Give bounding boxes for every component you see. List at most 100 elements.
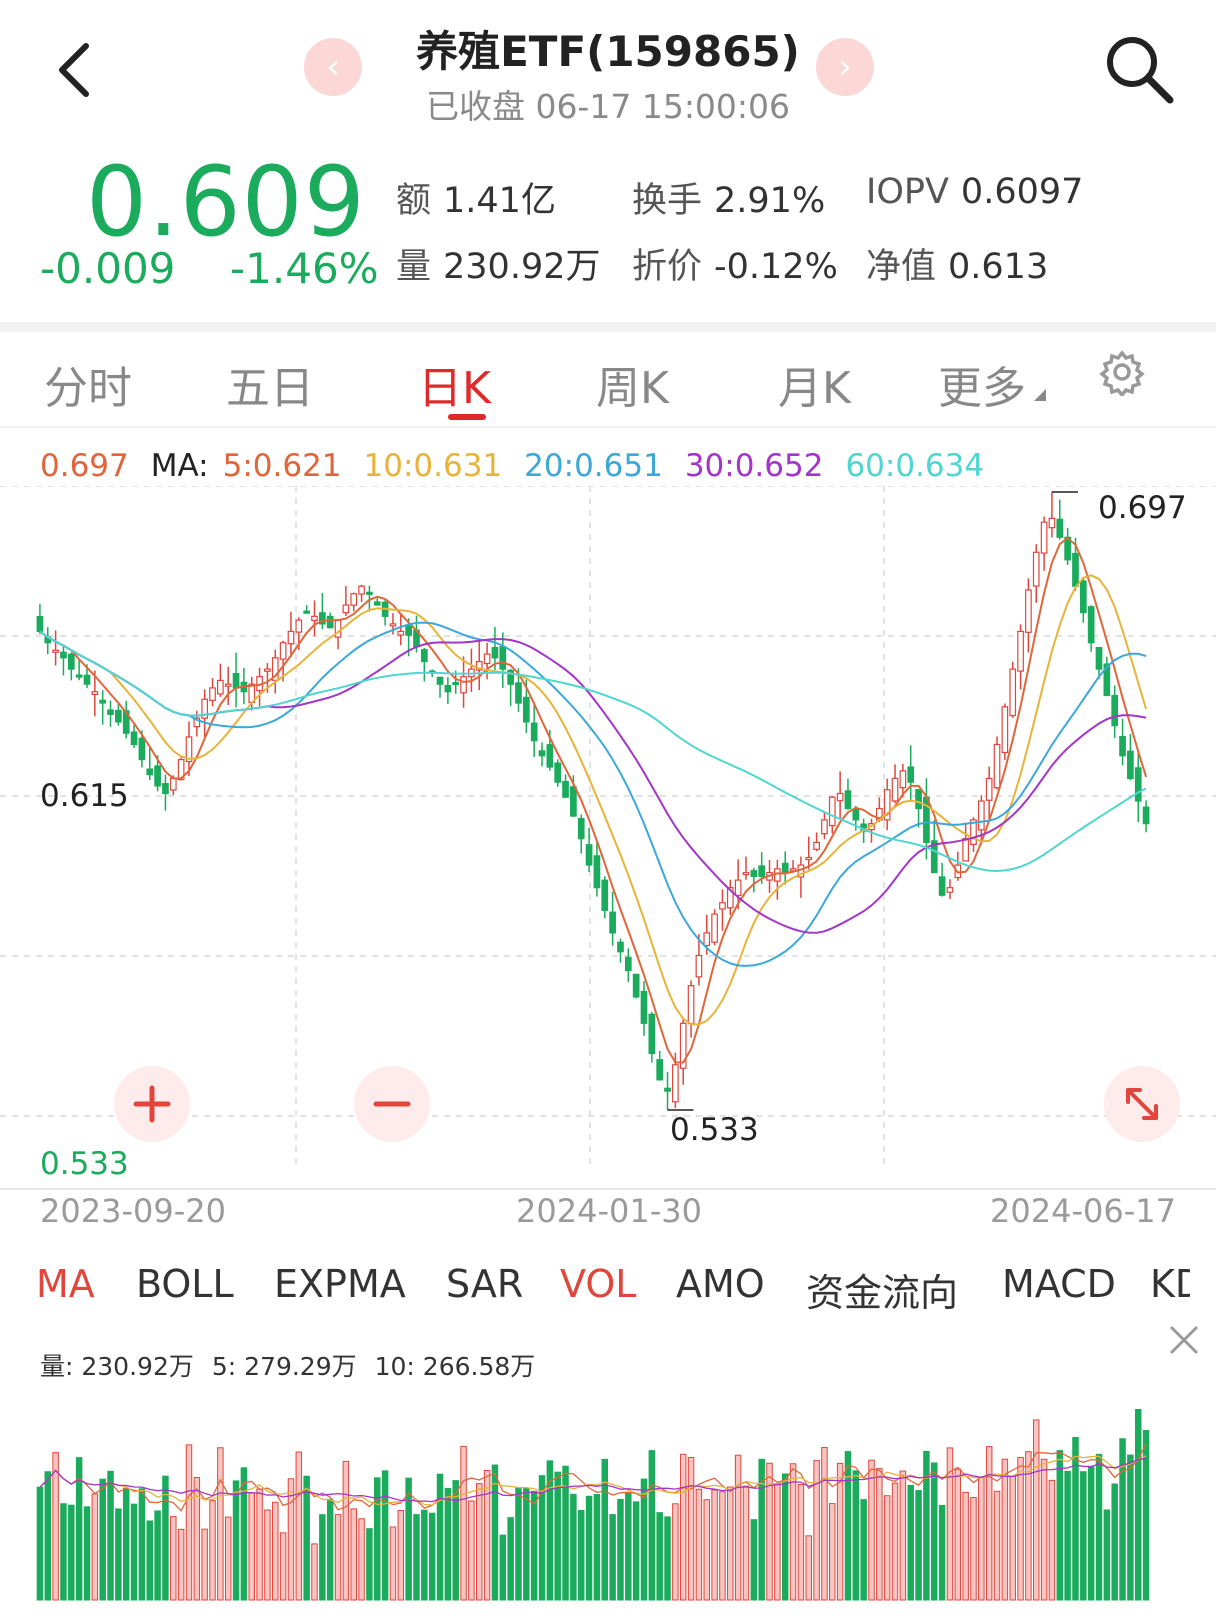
tab-daily-k[interactable]: 日K	[418, 363, 491, 414]
candle-body	[907, 766, 915, 783]
candle-body	[1134, 767, 1142, 802]
volume-bar	[577, 1509, 585, 1601]
volume-ma10: 10: 266.58万	[374, 1352, 536, 1381]
ma-legend-price: 0.697	[40, 448, 129, 484]
indicator-ma[interactable]: MA	[36, 1262, 95, 1306]
volume-bar	[1009, 1475, 1016, 1601]
candle-body	[224, 683, 232, 687]
candle-body	[742, 871, 750, 876]
candle-body	[60, 651, 67, 659]
tab-weekly-k[interactable]: 周K	[596, 363, 669, 414]
mid-price-label: 0.615	[40, 778, 129, 814]
axis-low-label: 0.533	[40, 1146, 129, 1182]
indicator-sar[interactable]: SAR	[446, 1262, 524, 1306]
candle-body	[562, 780, 569, 798]
volume-bar	[240, 1467, 248, 1601]
ma-legend: 0.697 MA: 5:0.621 10:0.631 20:0.651 30:0.652 6…	[40, 448, 1006, 484]
volume-bar	[381, 1470, 389, 1601]
candle-body	[522, 696, 530, 723]
candle-body	[122, 710, 130, 734]
volume-bar	[1040, 1458, 1048, 1601]
volume-bar	[970, 1497, 977, 1601]
fullscreen-button[interactable]	[1104, 1066, 1180, 1142]
indicator-expma[interactable]: EXPMA	[274, 1262, 406, 1306]
candle-body	[75, 674, 83, 678]
tab-more[interactable]: 更多	[938, 352, 1048, 416]
volume-bar	[287, 1478, 295, 1601]
volume-bar	[1017, 1456, 1024, 1601]
indicator-boll[interactable]: BOLL	[136, 1262, 234, 1306]
volume-bar	[687, 1456, 695, 1601]
volume-bar	[758, 1458, 765, 1601]
candle-body	[1001, 706, 1009, 754]
close-indicator-button[interactable]	[1166, 1322, 1202, 1358]
candle-body	[915, 789, 922, 810]
stat-amount: 额 1.41亿	[396, 181, 556, 221]
volume-bar	[1072, 1436, 1079, 1601]
page-title: 养殖ETF(159865)	[416, 27, 800, 76]
candle-body	[91, 691, 99, 695]
next-stock-button[interactable]: ›	[816, 38, 874, 96]
volume-bar	[83, 1506, 91, 1601]
volume-bar	[923, 1450, 930, 1601]
volume-bar	[585, 1495, 593, 1601]
candle-body	[648, 1013, 656, 1055]
volume-ma-line	[39, 1443, 1147, 1512]
candle-body	[1056, 518, 1064, 538]
volume-bar	[978, 1476, 985, 1601]
candle-body	[726, 887, 734, 909]
candle-body	[805, 856, 813, 861]
close-icon	[1170, 1326, 1198, 1354]
volume-bar	[695, 1488, 703, 1601]
indicator-amo[interactable]: AMO	[676, 1262, 765, 1306]
candle-body	[350, 593, 358, 606]
prev-stock-button[interactable]: ‹	[304, 38, 362, 96]
stat-nav: 净值 0.613	[866, 247, 1049, 287]
volume-bar	[460, 1445, 467, 1601]
volume-bar	[177, 1528, 185, 1601]
ma60-legend: 60:0.634	[845, 448, 985, 484]
volume-bar	[52, 1452, 59, 1601]
candle-body	[130, 731, 138, 746]
indicator-vol[interactable]: VOL	[560, 1262, 637, 1306]
candle-body	[67, 653, 75, 670]
back-button[interactable]	[52, 38, 100, 102]
volume-bar	[130, 1503, 138, 1601]
candle-body	[1095, 647, 1103, 670]
volume-bar	[413, 1514, 420, 1601]
tab-intraday[interactable]: 分时	[44, 363, 132, 414]
candle-body	[460, 676, 467, 694]
volume-bar	[138, 1488, 146, 1601]
volume-bar	[672, 1503, 679, 1601]
volume-ma-line	[39, 1455, 1147, 1506]
indicator-fund-flow[interactable]: 资金流向	[806, 1271, 959, 1315]
indicator-macd[interactable]: MACD	[1002, 1262, 1116, 1306]
search-button[interactable]	[1104, 34, 1176, 106]
candle-body	[303, 610, 311, 614]
last-price: 0.609	[86, 146, 366, 258]
volume-bar	[507, 1517, 514, 1601]
kline-chart[interactable]	[0, 486, 1216, 1166]
tab-five-day[interactable]: 五日	[226, 363, 314, 414]
volume-bar	[421, 1509, 428, 1601]
active-tab-indicator	[448, 414, 486, 420]
candle-body	[703, 932, 711, 947]
volume-bar	[742, 1485, 750, 1601]
candle-body	[962, 838, 969, 862]
zoom-in-button[interactable]	[114, 1066, 190, 1142]
zoom-out-button[interactable]	[354, 1066, 430, 1142]
tab-more-label: 更多	[938, 363, 1026, 414]
volume-bar	[554, 1471, 561, 1601]
candle-body	[609, 911, 616, 934]
volume-chart[interactable]	[0, 1370, 1216, 1610]
volume-bar	[640, 1478, 648, 1601]
chevron-right-icon: ›	[838, 47, 852, 87]
candle-body	[1009, 668, 1017, 717]
volume-bar	[954, 1468, 962, 1601]
volume-bar	[405, 1477, 412, 1601]
tab-monthly-k[interactable]: 月K	[778, 363, 851, 414]
candle-body	[397, 630, 405, 636]
indicator-kd[interactable]: KD	[1150, 1262, 1190, 1306]
settings-button[interactable]	[1098, 348, 1146, 398]
candle-body	[405, 625, 412, 636]
